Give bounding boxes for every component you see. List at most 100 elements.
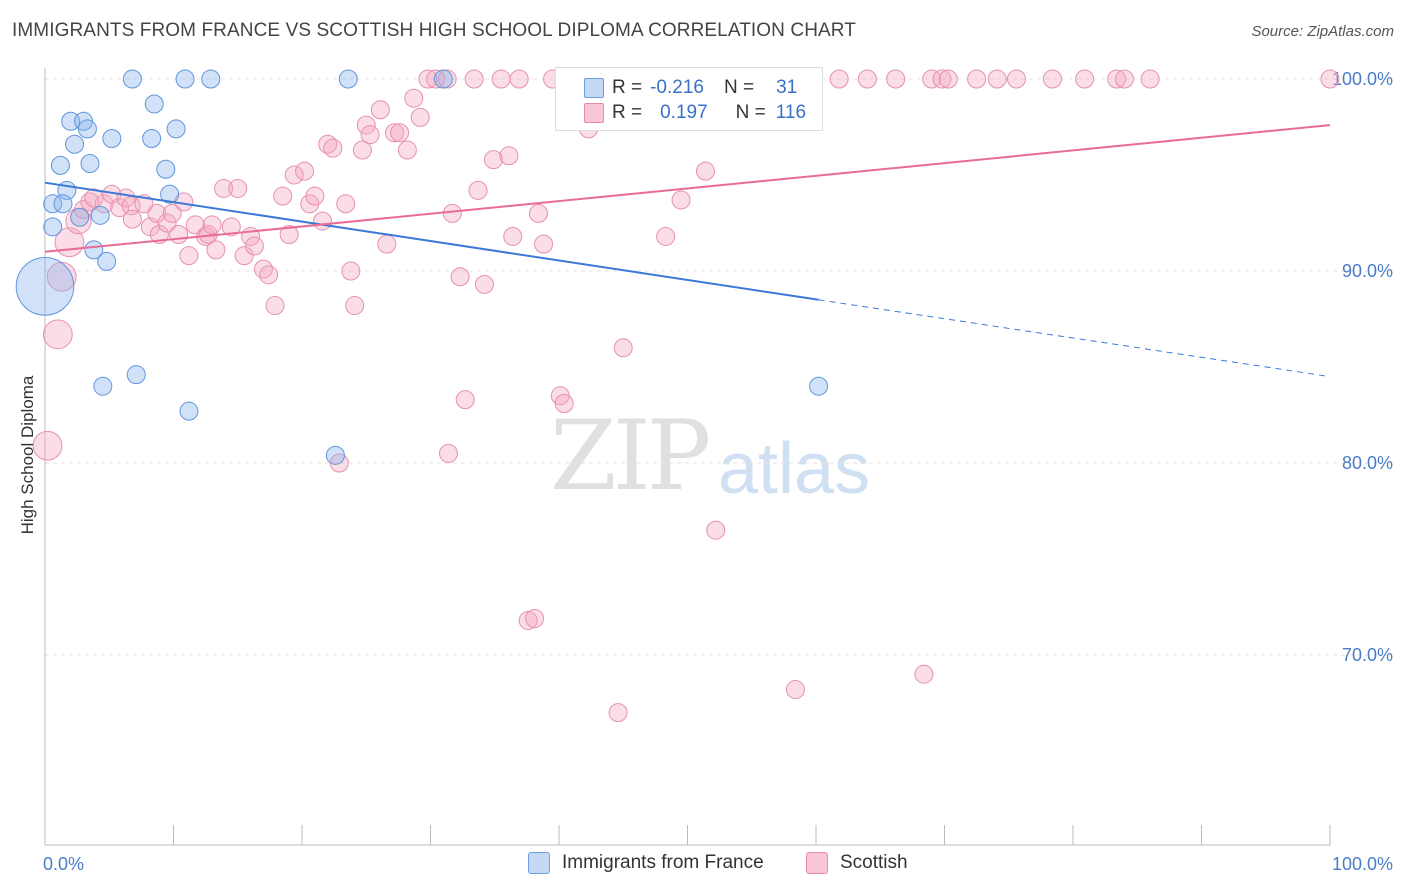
stats-legend: R = -0.216 N = 31 R = 0.197 N = 116 [555, 67, 823, 131]
y-axis-label: High School Diploma [18, 375, 37, 535]
point-france [70, 207, 90, 227]
point-scottish [464, 69, 484, 89]
point-france [122, 69, 142, 89]
point-scottish [110, 198, 130, 218]
legend-swatch-france [584, 78, 604, 98]
point-scottish [468, 180, 488, 200]
point-france [93, 376, 113, 396]
bottom-legend-label-france: Immigrants from France [562, 852, 764, 873]
y-tick-label: 70.0% [1342, 645, 1393, 665]
point-scottish [253, 259, 273, 279]
point-france [97, 251, 117, 271]
point-scottish [336, 194, 356, 214]
point-scottish [397, 140, 417, 160]
point-scottish [228, 178, 248, 198]
point-scottish [265, 296, 285, 316]
point-scottish [1042, 69, 1062, 89]
point-scottish [157, 213, 177, 233]
point-france [80, 153, 100, 173]
legend-swatch-scottish [584, 103, 604, 123]
point-scottish [370, 100, 390, 120]
legend-n-label: N = [723, 77, 755, 98]
point-scottish [32, 430, 63, 461]
trendline-scottish [44, 124, 1331, 253]
legend-n-value-scottish: 116 [775, 102, 807, 123]
point-scottish [525, 609, 545, 629]
point-scottish [279, 225, 299, 245]
point-france [338, 69, 358, 89]
point-scottish [206, 240, 226, 260]
legend-row-france: R = -0.216 N = 31 [584, 76, 797, 100]
point-france [142, 129, 162, 149]
point-scottish [1320, 69, 1340, 89]
point-scottish [259, 265, 279, 285]
legend-r-value-france: -0.216 [650, 77, 704, 98]
bottom-legend-swatch-france [528, 852, 550, 874]
point-scottish [179, 246, 199, 266]
point-scottish [122, 209, 142, 229]
point-scottish [886, 69, 906, 89]
point-france [166, 119, 186, 139]
point-scottish [503, 226, 523, 246]
legend-n-label: N = [735, 102, 766, 123]
point-scottish [438, 443, 458, 463]
point-scottish [518, 610, 538, 630]
point-france [160, 184, 180, 204]
point-scottish [404, 88, 424, 108]
y-tick-label: 80.0% [1342, 453, 1393, 473]
point-france [809, 376, 829, 396]
chart-title: IMMIGRANTS FROM FRANCE VS SCOTTISH HIGH … [12, 20, 856, 41]
point-france [102, 129, 122, 149]
point-france [15, 257, 75, 316]
point-scottish [42, 319, 73, 350]
point-scottish [613, 338, 633, 358]
point-scottish [162, 203, 182, 223]
point-scottish [377, 234, 397, 254]
point-scottish [1107, 69, 1127, 89]
legend-r-value-scottish: 0.197 [660, 102, 708, 123]
point-france [84, 240, 104, 260]
point-scottish [234, 246, 254, 266]
point-scottish [509, 69, 529, 89]
point-scottish [987, 69, 1007, 89]
point-scottish [938, 69, 958, 89]
point-scottish [914, 664, 934, 684]
point-france [43, 194, 63, 214]
point-scottish [313, 211, 333, 231]
point-scottish [284, 165, 304, 185]
legend-row-scottish: R = 0.197 N = 116 [584, 101, 807, 125]
point-scottish [323, 138, 343, 158]
point-scottish [305, 186, 325, 206]
point-france [50, 155, 70, 175]
point-france [144, 94, 164, 114]
point-scottish [922, 69, 942, 89]
point-scottish [169, 225, 189, 245]
point-scottish [499, 146, 519, 166]
point-france [43, 217, 63, 237]
point-scottish [418, 69, 438, 89]
point-scottish [345, 296, 365, 316]
point-scottish [385, 123, 405, 143]
source-label: Source: ZipAtlas.com [1251, 23, 1394, 40]
point-scottish [706, 520, 726, 540]
point-france [77, 119, 97, 139]
point-scottish [656, 226, 676, 246]
point-scottish [932, 69, 952, 89]
point-scottish [426, 69, 446, 89]
point-scottish [410, 107, 430, 127]
point-scottish [214, 178, 234, 198]
point-france [53, 194, 73, 214]
point-scottish [244, 236, 264, 256]
point-france [175, 69, 195, 89]
point-france [325, 445, 345, 465]
y-tick-label: 100.0% [1332, 69, 1393, 89]
point-scottish [84, 188, 104, 208]
point-scottish [829, 69, 849, 89]
point-scottish [341, 261, 361, 281]
point-scottish [695, 161, 715, 181]
watermark-atlas: atlas [718, 429, 871, 509]
point-france [156, 159, 176, 179]
point-france [126, 365, 146, 385]
trendline-france-extension [818, 299, 1331, 378]
